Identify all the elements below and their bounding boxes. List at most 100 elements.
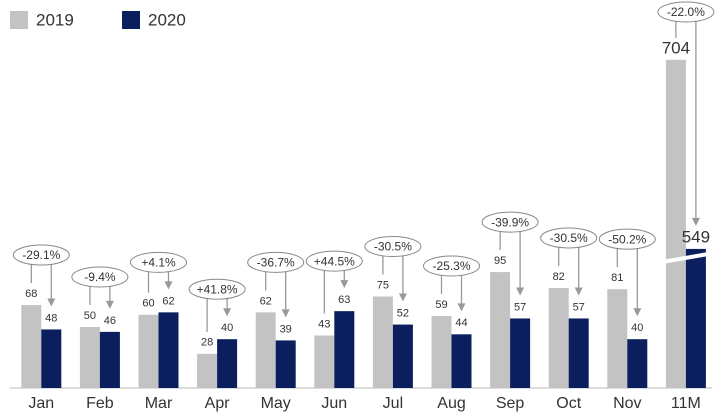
value-label: 39 [280,323,292,335]
change-bubble [130,251,187,273]
legend-label: 2020 [148,10,186,29]
bar [99,331,120,388]
value-label: 40 [631,322,643,334]
arrow-head [574,287,583,296]
x-tick-label: Feb [86,395,114,412]
x-tick-label: Nov [613,395,641,412]
bar [665,59,686,388]
arrow-head [516,287,525,296]
value-label: 82 [553,271,565,283]
bar [217,339,238,388]
bar [548,287,569,388]
bar [138,314,159,388]
change-bubble [188,278,246,300]
value-label: 44 [455,317,467,329]
axis-break [662,251,710,264]
value-label: 46 [104,315,116,327]
arrow-head [47,298,56,307]
value-label: 75 [377,279,389,291]
change-label: -9.4% [84,270,116,284]
x-tick-label: Jun [321,395,347,412]
change-bubble [540,227,598,249]
bar [392,324,413,388]
arrow-head [281,309,290,318]
value-label: 68 [25,288,37,300]
bar [607,289,628,388]
value-label: 43 [318,318,330,330]
change-bubble [657,1,715,23]
bar [255,312,276,388]
bar [627,339,648,388]
x-tick-label: Jan [28,395,54,412]
arrow-head [691,217,700,226]
arrow-head [398,293,407,302]
value-label: 40 [221,322,233,334]
x-tick-label: Apr [205,395,231,412]
bar [197,353,218,388]
change-label: -22.0% [667,5,705,19]
x-tick-label: Mar [145,395,173,412]
value-label: 549 [682,227,710,246]
bar [79,327,100,388]
bar [685,248,706,388]
arrow-head [164,281,173,290]
arrow-head [340,280,349,289]
x-tick-label: Aug [437,395,465,412]
change-label: -30.5% [550,231,588,245]
value-label: 81 [611,272,623,284]
legend-swatch [122,11,140,29]
change-label: -25.3% [432,259,470,273]
bar [372,296,393,388]
arrow-head [457,303,466,312]
change-label: -36.7% [257,256,295,270]
change-bubble [12,244,70,266]
bar [568,318,589,388]
change-bubble [71,266,129,288]
bar [314,335,335,388]
change-bubble [481,211,539,233]
change-bubble [364,236,422,257]
change-bubble [247,251,305,273]
change-label: +41.8% [197,282,238,296]
bar [510,318,531,388]
change-label: -50.2% [608,232,646,246]
bar [275,340,296,388]
change-label: -30.5% [374,240,412,254]
legend-label: 2019 [36,10,74,29]
x-tick-label: 11M [671,395,701,412]
bar [41,329,62,388]
change-bubble [423,255,480,277]
change-label: +44.5% [314,254,355,268]
change-bubble [305,250,363,272]
arrow-head [105,300,114,309]
bar [158,312,179,388]
value-label: 60 [142,298,154,310]
x-tick-label: Oct [556,395,581,412]
change-label: -39.9% [491,215,529,229]
value-label: 57 [514,301,526,313]
value-label: 704 [662,38,690,57]
bar [451,334,472,388]
x-tick-label: Jul [383,395,403,412]
value-label: 52 [397,307,409,319]
change-label: -29.1% [22,248,60,262]
bar [490,272,511,388]
arrow-head [633,308,642,317]
legend-swatch [10,11,28,29]
value-label: 62 [260,295,272,307]
value-label: 59 [435,299,447,311]
change-label: +4.1% [141,256,176,270]
value-label: 63 [338,294,350,306]
value-label: 50 [84,310,96,322]
arrow-head [223,308,232,317]
bar [431,316,452,388]
value-label: 57 [573,301,585,313]
x-tick-label: May [261,395,291,412]
value-label: 48 [45,312,57,324]
value-label: 62 [162,295,174,307]
change-bubble [598,228,656,250]
value-label: 28 [201,337,213,349]
bar [334,311,355,388]
value-label: 95 [494,255,506,267]
